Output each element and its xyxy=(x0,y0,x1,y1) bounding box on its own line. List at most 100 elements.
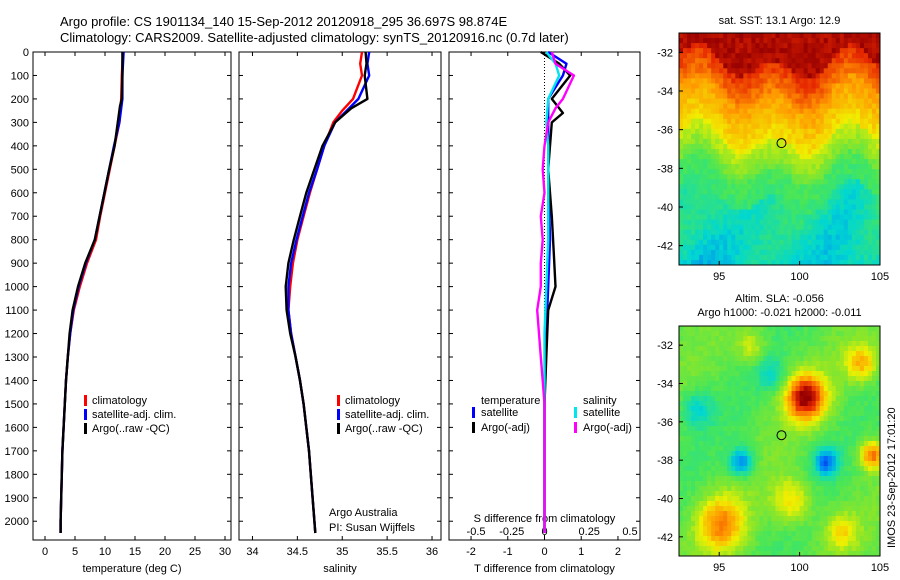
heatmap-cell xyxy=(791,73,796,79)
heatmap-cell xyxy=(691,516,696,522)
heatmap-cell xyxy=(751,391,756,397)
heatmap-cell xyxy=(727,123,732,130)
legend-swatch xyxy=(84,409,87,420)
heatmap-cell xyxy=(751,164,756,170)
heatmap-cell xyxy=(859,471,865,477)
heatmap-cell xyxy=(727,446,732,452)
heatmap-cell xyxy=(831,68,837,74)
heatmap-cell xyxy=(755,123,760,130)
heatmap-cell xyxy=(735,351,740,357)
y-tick-label: 0 xyxy=(23,47,29,59)
heatmap-cell xyxy=(783,234,788,241)
heatmap-cell xyxy=(703,466,708,472)
heatmap-cell xyxy=(855,356,861,362)
heatmap-cell xyxy=(763,381,768,387)
heatmap-cell xyxy=(743,78,748,84)
heatmap-cell xyxy=(783,63,788,69)
heatmap-cell xyxy=(739,78,744,84)
heatmap-cell xyxy=(823,204,829,210)
heatmap-cell xyxy=(811,174,817,180)
heatmap-cell xyxy=(855,536,861,542)
heatmap-cell xyxy=(867,128,873,135)
heatmap-cell xyxy=(683,366,688,372)
heatmap-cell xyxy=(751,88,756,94)
heatmap-cell xyxy=(767,396,772,402)
heatmap-cell xyxy=(847,386,853,392)
heatmap-cell xyxy=(843,531,849,537)
heatmap-cell xyxy=(855,133,861,140)
heatmap-cell xyxy=(703,456,708,462)
heatmap-cell xyxy=(815,491,821,497)
heatmap-cell xyxy=(735,113,740,120)
heatmap-cell xyxy=(795,209,800,215)
heatmap-cell xyxy=(791,341,796,347)
heatmap-cell xyxy=(723,199,728,205)
heatmap-cell xyxy=(795,249,800,256)
heatmap-cell xyxy=(859,361,865,367)
heatmap-cell xyxy=(699,541,704,547)
heatmap-cell xyxy=(815,113,821,120)
heatmap-cell xyxy=(799,138,805,145)
heatmap-cell xyxy=(715,169,720,175)
heatmap-cell xyxy=(783,239,788,246)
heatmap-cell xyxy=(839,259,845,266)
heatmap-cell xyxy=(839,476,845,482)
heatmap-cell xyxy=(843,476,849,482)
heatmap-cell xyxy=(731,123,736,130)
heatmap-cell xyxy=(787,511,792,517)
heatmap-cell xyxy=(795,38,800,44)
heatmap-cell xyxy=(871,53,877,59)
heatmap-cell xyxy=(787,93,792,99)
heatmap-cell xyxy=(743,204,748,210)
heatmap-cell xyxy=(843,209,849,215)
heatmap-cell xyxy=(863,73,869,79)
heatmap-cell xyxy=(715,541,720,547)
heatmap-cell xyxy=(691,376,696,382)
heatmap-cell xyxy=(807,154,813,160)
heatmap-cell xyxy=(687,63,692,69)
heatmap-cell xyxy=(811,406,817,412)
heatmap-cell xyxy=(691,33,696,39)
heatmap-cell xyxy=(855,229,861,236)
heatmap-cell xyxy=(835,426,841,432)
heatmap-cell xyxy=(743,219,748,226)
heatmap-cell xyxy=(751,501,756,507)
heatmap-cell xyxy=(839,143,845,150)
heatmap-cell xyxy=(851,456,857,462)
heatmap-cell xyxy=(871,214,877,221)
heatmap-cell xyxy=(779,259,784,266)
heatmap-cell xyxy=(867,476,873,482)
heatmap-cell xyxy=(691,351,696,357)
heatmap-cell xyxy=(815,416,821,422)
heatmap-cell xyxy=(699,234,704,241)
heatmap-cell xyxy=(779,386,784,392)
heatmap-cell xyxy=(683,546,688,552)
heatmap-cell xyxy=(727,73,732,79)
heatmap-cell xyxy=(735,411,740,417)
heatmap-cell xyxy=(759,376,764,382)
heatmap-cell xyxy=(755,341,760,347)
heatmap-cell xyxy=(795,53,800,59)
heatmap-cell xyxy=(847,331,853,337)
heatmap-cell xyxy=(707,436,712,442)
heatmap-cell xyxy=(851,149,857,155)
heatmap-cell xyxy=(687,154,692,160)
heatmap-cell xyxy=(759,219,764,226)
heatmap-cell xyxy=(855,239,861,246)
heatmap-cell xyxy=(835,53,841,59)
heatmap-cell xyxy=(803,406,809,412)
heatmap-cell xyxy=(691,551,696,557)
heatmap-cell xyxy=(695,551,700,557)
heatmap-cell xyxy=(683,491,688,497)
heatmap-cell xyxy=(747,496,752,502)
heatmap-cell xyxy=(827,361,833,367)
heatmap-cell xyxy=(827,154,833,160)
heatmap-cell xyxy=(711,456,716,462)
heatmap-cell xyxy=(811,239,817,246)
heatmap-cell xyxy=(811,531,817,537)
heatmap-cell xyxy=(695,229,700,236)
heatmap-cell xyxy=(819,83,825,89)
heatmap-cell xyxy=(795,551,800,557)
heatmap-cell xyxy=(719,436,724,442)
heatmap-cell xyxy=(747,78,752,84)
